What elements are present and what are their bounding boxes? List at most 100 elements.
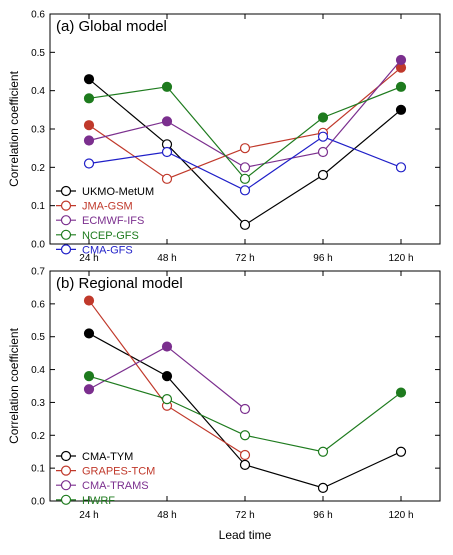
legend-label: CMA-TYM bbox=[82, 451, 133, 463]
data-point bbox=[239, 459, 251, 470]
y-tick-label: 0.1 bbox=[31, 201, 45, 212]
legend-label: ECMWF-IFS bbox=[82, 215, 144, 227]
y-tick-label: 0.2 bbox=[31, 163, 45, 174]
y-tick-label: 0.5 bbox=[31, 48, 45, 59]
data-point bbox=[239, 185, 251, 196]
series-cma-gfs bbox=[83, 131, 407, 196]
y-tick-label: 0.7 bbox=[31, 267, 45, 278]
chart-panel-2: 0.0 0.1 0.2 0.3 0.4 0.5 0.6 0.7 24 h 48 h 72 h 96 h… bbox=[7, 267, 441, 542]
y-tick-label: 0.6 bbox=[31, 10, 45, 21]
data-point bbox=[395, 81, 407, 92]
x-tick-label: 96 h bbox=[313, 253, 332, 264]
x-tick-label: 48 h bbox=[157, 510, 176, 521]
legend-label: NCEP-GFS bbox=[82, 230, 139, 242]
data-point bbox=[161, 81, 173, 92]
x-tick-label: 96 h bbox=[313, 510, 332, 521]
data-point bbox=[317, 112, 329, 123]
data-point bbox=[317, 169, 329, 181]
x-tick-label: 120 h bbox=[388, 510, 413, 521]
y-tick-label: 0.3 bbox=[31, 398, 45, 409]
data-point bbox=[317, 146, 329, 158]
y-tick-label: 0.1 bbox=[31, 464, 45, 475]
series-cma-trams bbox=[83, 341, 251, 415]
data-point bbox=[83, 384, 95, 395]
data-point bbox=[317, 446, 329, 457]
legend-swatch-marker bbox=[60, 229, 72, 240]
data-point bbox=[239, 403, 251, 415]
y-tick-label: 0.0 bbox=[31, 240, 45, 251]
legend: UKMO-MetUM JMA-GSM ECMWF-IFS NCEP-GFS CMA-GF… bbox=[56, 185, 154, 256]
series-cma-tym bbox=[83, 328, 407, 493]
data-point bbox=[317, 482, 329, 493]
legend-item: ECMWF-IFS bbox=[56, 215, 144, 227]
panel-title: (a) Global model bbox=[56, 18, 167, 35]
y-tick-label: 0.4 bbox=[31, 86, 45, 97]
legend: CMA-TYM GRAPES-TCM CMA-TRAMS HWRF bbox=[56, 450, 155, 507]
legend-item: UKMO-MetUM bbox=[56, 185, 154, 198]
legend-item: CMA-TRAMS bbox=[56, 480, 149, 492]
data-point bbox=[239, 162, 251, 173]
legend-item: CMA-TYM bbox=[56, 450, 133, 463]
panel-title: (b) Regional model bbox=[56, 275, 183, 292]
data-point bbox=[83, 135, 95, 146]
data-point bbox=[239, 173, 251, 184]
y-tick-label: 0.6 bbox=[31, 299, 45, 310]
data-point bbox=[395, 162, 407, 173]
data-point bbox=[395, 104, 407, 115]
legend-item: HWRF bbox=[56, 494, 115, 507]
y-tick-label: 0.4 bbox=[31, 365, 45, 376]
data-point bbox=[161, 341, 173, 352]
legend-label: CMA-GFS bbox=[82, 244, 133, 256]
data-point bbox=[83, 158, 95, 169]
legend-swatch-marker bbox=[60, 244, 72, 255]
data-point bbox=[239, 430, 251, 441]
data-point bbox=[161, 394, 173, 405]
data-point bbox=[239, 219, 251, 230]
legend-item: NCEP-GFS bbox=[56, 229, 139, 242]
data-point bbox=[83, 93, 95, 104]
data-point bbox=[83, 371, 95, 382]
series-line bbox=[88, 67, 402, 180]
x-tick-label: 48 h bbox=[157, 253, 176, 264]
legend-swatch-marker bbox=[60, 450, 72, 462]
data-point bbox=[239, 143, 251, 154]
y-tick-label: 0.3 bbox=[31, 125, 45, 136]
x-tick-label: 24 h bbox=[79, 510, 98, 521]
y-tick-label: 0.5 bbox=[31, 332, 45, 343]
legend-item: CMA-GFS bbox=[56, 244, 133, 256]
legend-swatch-marker bbox=[60, 494, 72, 505]
legend-label: UKMO-MetUM bbox=[82, 186, 154, 198]
data-point bbox=[161, 371, 173, 382]
y-tick-label: 0.2 bbox=[31, 431, 45, 442]
series-jma-gsm bbox=[83, 62, 407, 184]
data-point bbox=[395, 54, 407, 66]
legend-swatch-marker bbox=[60, 480, 72, 491]
data-point bbox=[161, 116, 173, 127]
y-axis-title: Correlation coefficient bbox=[7, 327, 21, 444]
x-tick-label: 24 h bbox=[79, 253, 98, 264]
legend-label: CMA-TRAMS bbox=[82, 480, 149, 492]
chart-panel-1: 0.0 0.1 0.2 0.3 0.4 0.5 0.6 24 h 48 h 72 h 96 h 120… bbox=[7, 10, 441, 264]
legend-label: GRAPES-TCM bbox=[82, 466, 155, 478]
data-point bbox=[83, 328, 95, 339]
data-point bbox=[395, 446, 407, 457]
data-point bbox=[83, 295, 95, 306]
legend-item: JMA-GSM bbox=[56, 200, 133, 213]
data-point bbox=[395, 387, 407, 398]
legend-swatch-marker bbox=[60, 215, 72, 226]
data-point bbox=[83, 120, 95, 131]
legend-label: JMA-GSM bbox=[82, 201, 133, 213]
series-ncep-gfs bbox=[83, 81, 407, 184]
data-point bbox=[239, 449, 251, 461]
y-tick-label: 0.0 bbox=[31, 497, 45, 508]
y-axis-title: Correlation coefficient bbox=[7, 70, 21, 187]
series-ecmwf-ifs bbox=[83, 54, 407, 173]
series-ukmo-metum bbox=[83, 74, 407, 230]
legend-swatch-marker bbox=[60, 465, 72, 476]
legend-swatch-marker bbox=[60, 200, 72, 211]
x-tick-label: 72 h bbox=[235, 510, 254, 521]
x-tick-label: 72 h bbox=[235, 253, 254, 264]
data-point bbox=[161, 173, 173, 184]
x-axis-title: Lead time bbox=[219, 528, 272, 542]
